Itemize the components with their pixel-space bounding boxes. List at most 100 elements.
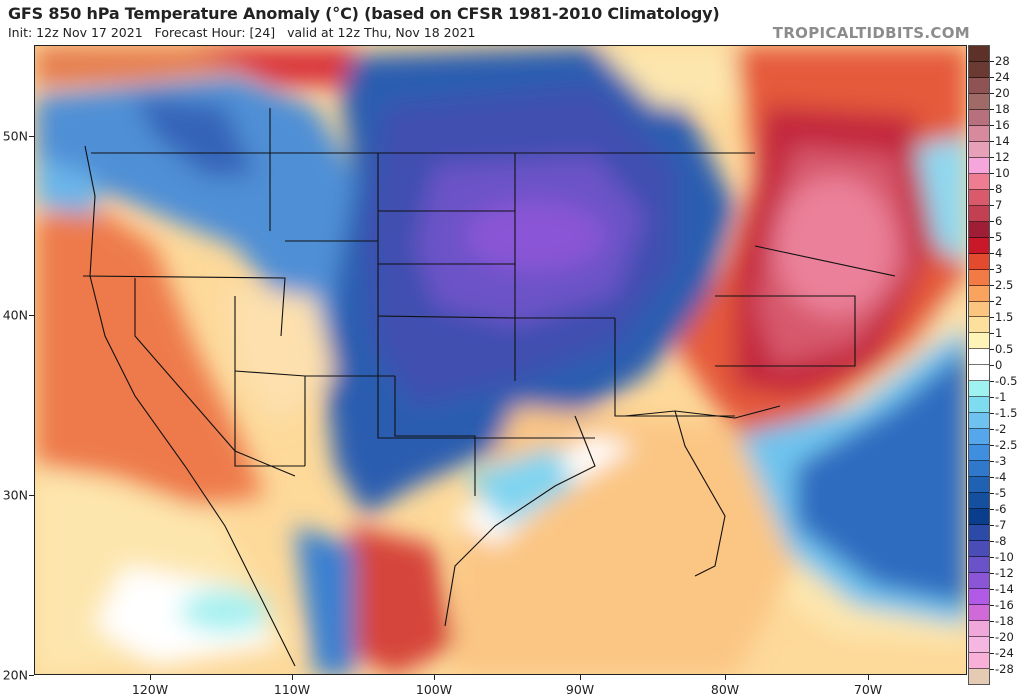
colorbar-swatch: [969, 46, 989, 62]
anomaly-map: [34, 45, 967, 675]
colorbar-label: -1.5: [995, 406, 1018, 420]
colorbar-swatch: [969, 381, 989, 398]
colorbar-label: 8: [995, 182, 1003, 196]
colorbar-tick: [990, 541, 994, 542]
colorbar-label: 16: [995, 118, 1010, 132]
colorbar-tick: [990, 557, 994, 558]
colorbar-label: -24: [995, 646, 1014, 660]
colorbar-tick: [990, 509, 994, 510]
colorbar-swatch: [969, 333, 989, 350]
colorbar-swatch: [969, 461, 989, 478]
colorbar-label: -14: [995, 582, 1014, 596]
lat-tick: [29, 675, 34, 676]
colorbar-tick: [990, 189, 994, 190]
colorbar-tick: [990, 141, 994, 142]
colorbar-tick: [990, 413, 994, 414]
lon-tick: [725, 675, 726, 680]
colorbar-tick: [990, 461, 994, 462]
lon-label-120w: 120W: [131, 682, 169, 697]
colorbar-tick: [990, 605, 994, 606]
colorbar-tick: [990, 381, 994, 382]
colorbar-tick: [990, 61, 994, 62]
colorbar-swatch: [969, 253, 989, 270]
colorbar-tick: [990, 637, 994, 638]
colorbar-swatch: [969, 125, 989, 142]
lon-tick: [868, 675, 869, 680]
colorbar-tick: [990, 109, 994, 110]
colorbar-swatch: [969, 588, 989, 605]
lat-tick: [29, 495, 34, 496]
lat-label-20n: 20N: [2, 667, 28, 683]
lon-tick: [580, 675, 581, 680]
colorbar-label: 12: [995, 150, 1010, 164]
colorbar-tick: [990, 317, 994, 318]
colorbar-swatch: [969, 413, 989, 430]
brand-watermark: TROPICALTIDBITS.COM: [772, 24, 970, 42]
colorbar-tick: [990, 301, 994, 302]
colorbar-label: -6: [995, 502, 1007, 516]
colorbar-label: 24: [995, 70, 1010, 84]
colorbar-tick: [990, 589, 994, 590]
colorbar-tick: [990, 669, 994, 670]
colorbar-swatch: [969, 477, 989, 494]
colorbar-label: -12: [995, 566, 1014, 580]
colorbar-swatch: [969, 77, 989, 94]
colorbar-swatch: [969, 541, 989, 557]
lon-tick: [292, 675, 293, 680]
colorbar-swatch: [969, 525, 989, 542]
colorbar-swatch: [969, 237, 989, 254]
colorbar-swatch: [969, 445, 989, 462]
colorbar-swatch: [969, 572, 989, 589]
colorbar-tick: [990, 93, 994, 94]
colorbar: [968, 45, 990, 685]
colorbar-tick: [990, 445, 994, 446]
colorbar-tick: [990, 621, 994, 622]
colorbar-swatch: [969, 301, 989, 318]
colorbar-swatch: [969, 269, 989, 286]
colorbar-swatch: [969, 493, 989, 510]
colorbar-swatch: [969, 141, 989, 158]
colorbar-tick: [990, 365, 994, 366]
colorbar-label: 14: [995, 134, 1010, 148]
colorbar-swatch: [969, 205, 989, 222]
colorbar-tick: [990, 477, 994, 478]
colorbar-label: 2: [995, 294, 1003, 308]
map-subtitle: Init: 12z Nov 17 2021 Forecast Hour: [24…: [8, 25, 476, 40]
colorbar-tick: [990, 237, 994, 238]
colorbar-swatch: [969, 397, 989, 414]
colorbar-tick: [990, 397, 994, 398]
colorbar-label: -5: [995, 486, 1007, 500]
colorbar-swatch: [969, 157, 989, 174]
colorbar-label: 5: [995, 230, 1003, 244]
map-title: GFS 850 hPa Temperature Anomaly (°C) (ba…: [8, 4, 720, 23]
colorbar-tick: [990, 493, 994, 494]
colorbar-swatch: [969, 365, 989, 382]
colorbar-tick: [990, 525, 994, 526]
colorbar-swatch: [969, 221, 989, 238]
colorbar-tick: [990, 573, 994, 574]
colorbar-label: -16: [995, 598, 1014, 612]
colorbar-swatch: [969, 173, 989, 190]
colorbar-tick: [990, 653, 994, 654]
lat-tick: [29, 136, 34, 137]
colorbar-label: 1.5: [995, 310, 1014, 324]
colorbar-label: 4: [995, 246, 1003, 260]
colorbar-label: -1: [995, 390, 1007, 404]
colorbar-label: -18: [995, 614, 1014, 628]
colorbar-swatch: [969, 604, 989, 621]
lat-label-50n: 50N: [2, 128, 28, 144]
lon-label-70w: 70W: [853, 682, 883, 697]
colorbar-label: -2: [995, 422, 1007, 436]
colorbar-swatch: [969, 509, 989, 526]
colorbar-swatch: [969, 652, 989, 669]
lat-label-40n: 40N: [2, 307, 28, 323]
colorbar-swatch: [969, 668, 989, 684]
colorbar-label: 3: [995, 262, 1003, 276]
colorbar-label: -28: [995, 662, 1014, 676]
colorbar-tick: [990, 125, 994, 126]
colorbar-label: 0: [995, 358, 1003, 372]
colorbar-label: 28: [995, 54, 1010, 68]
colorbar-label: 18: [995, 102, 1010, 116]
lat-tick: [29, 315, 34, 316]
colorbar-tick: [990, 285, 994, 286]
